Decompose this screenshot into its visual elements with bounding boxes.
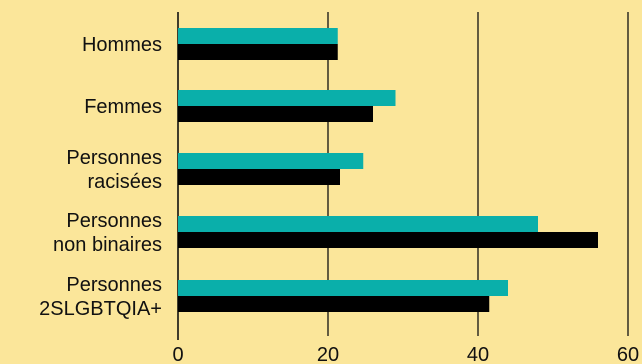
bar-series2-cat2 bbox=[178, 106, 373, 122]
category-label-4-line-2: non binaires bbox=[53, 234, 162, 256]
category-label-2-line-1: Femmes bbox=[84, 96, 162, 118]
category-labels: HommesFemmesPersonnesraciséesPersonnesno… bbox=[39, 34, 162, 320]
x-tick-label-60: 60 bbox=[617, 344, 639, 364]
x-tick-label-40: 40 bbox=[467, 344, 489, 364]
bar-series1-cat4 bbox=[178, 216, 538, 232]
category-label-3-line-2: racisées bbox=[88, 171, 162, 193]
bars bbox=[178, 28, 598, 312]
bar-series2-cat4 bbox=[178, 232, 598, 248]
x-tick-label-0: 0 bbox=[172, 344, 183, 364]
bar-series1-cat2 bbox=[178, 90, 396, 106]
bar-series1-cat5 bbox=[178, 280, 508, 296]
bar-series1-cat3 bbox=[178, 153, 364, 169]
bar-series2-cat1 bbox=[178, 44, 338, 60]
category-label-5-line-2: 2SLGBTQIA+ bbox=[39, 298, 162, 320]
x-tick-labels: 0 20 40 60 bbox=[172, 344, 639, 364]
category-label-4-line-1: Personnes bbox=[66, 210, 162, 232]
category-label-1-line-1: Hommes bbox=[82, 34, 162, 56]
bar-series2-cat3 bbox=[178, 169, 340, 185]
bar-series1-cat1 bbox=[178, 28, 338, 44]
category-label-3-line-1: Personnes bbox=[66, 147, 162, 169]
category-label-5-line-1: Personnes bbox=[66, 274, 162, 296]
bar-series2-cat5 bbox=[178, 296, 490, 312]
x-tick-label-20: 20 bbox=[317, 344, 339, 364]
